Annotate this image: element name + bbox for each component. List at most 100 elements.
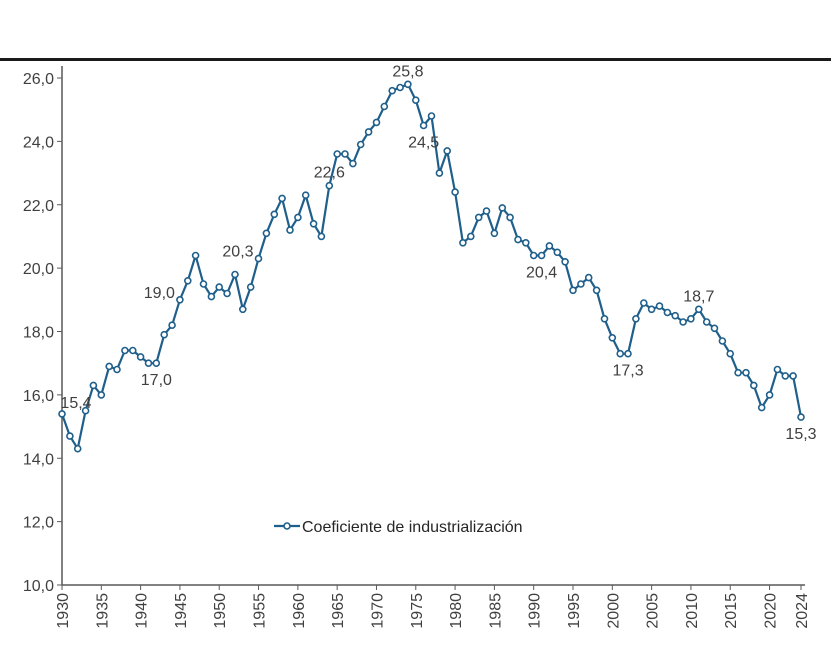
data-point xyxy=(592,286,601,295)
data-point xyxy=(584,273,593,282)
legend: Coeficiente de industrialización xyxy=(274,519,523,536)
x-tick-labels: 1930 1935 1940 1945 1950 1955 1960 1965 1970 1975… xyxy=(55,593,811,629)
x-tick-label: 1990 xyxy=(527,593,544,629)
x-tick-label: 1930 xyxy=(55,593,72,629)
x-tick-label: 1995 xyxy=(566,593,583,629)
data-point xyxy=(639,299,648,307)
data-point xyxy=(632,314,640,323)
data-point xyxy=(199,280,208,288)
data-point xyxy=(404,80,412,89)
data-point xyxy=(435,169,444,177)
data-label: 24,5 xyxy=(408,135,439,152)
data-point xyxy=(66,432,74,440)
data-point xyxy=(419,121,428,130)
y-tick-label: 24,0 xyxy=(23,134,54,151)
data-point xyxy=(482,207,491,215)
y-tick-label: 20,0 xyxy=(23,261,54,278)
data-point xyxy=(749,381,758,390)
x-tick-label: 1975 xyxy=(409,593,426,629)
data-point xyxy=(702,318,711,326)
data-point xyxy=(577,280,585,288)
data-point xyxy=(663,308,672,317)
top-rule xyxy=(0,58,831,61)
x-tick-label: 2010 xyxy=(684,593,701,629)
data-point xyxy=(797,413,805,421)
data-point xyxy=(223,289,231,298)
data-point xyxy=(349,159,357,168)
data-point xyxy=(757,403,766,412)
data-point xyxy=(286,226,294,234)
data-point xyxy=(215,283,223,291)
data-point xyxy=(356,140,365,149)
data-point xyxy=(121,346,129,355)
data-point xyxy=(160,330,168,339)
data-point xyxy=(191,251,200,260)
x-tick-label: 1940 xyxy=(134,593,151,629)
data-point xyxy=(545,242,554,250)
data-point xyxy=(278,194,286,203)
y-tick-label: 16,0 xyxy=(23,388,54,405)
data-point xyxy=(411,96,420,104)
data-label: 17,3 xyxy=(612,363,643,380)
data-point xyxy=(710,324,719,333)
y-tick-label: 12,0 xyxy=(23,515,54,532)
data-label: 18,7 xyxy=(683,288,714,305)
data-point xyxy=(168,321,176,330)
data-point xyxy=(184,276,192,285)
data-point xyxy=(726,349,735,358)
data-point xyxy=(474,213,483,222)
data-point xyxy=(781,372,790,380)
y-tick-label: 26,0 xyxy=(23,71,54,88)
y-tick-label: 18,0 xyxy=(23,325,54,342)
data-point xyxy=(309,220,318,228)
data-label: 20,4 xyxy=(526,264,557,281)
data-point xyxy=(427,112,436,120)
data-point xyxy=(262,229,271,238)
y-tick-label: 10,0 xyxy=(23,578,54,595)
x-tick-label: 2020 xyxy=(763,593,780,629)
data-point xyxy=(380,102,389,111)
data-point xyxy=(616,349,625,358)
data-point xyxy=(270,210,279,219)
data-point xyxy=(58,410,66,418)
data-point xyxy=(671,311,680,320)
data-point xyxy=(254,254,263,263)
data-point xyxy=(396,83,404,92)
data-point xyxy=(718,337,727,345)
data-point xyxy=(207,292,216,301)
x-tick-label: 1960 xyxy=(291,593,308,629)
data-point xyxy=(325,181,334,190)
data-point xyxy=(341,150,349,158)
data-point xyxy=(294,213,302,222)
data-point xyxy=(742,368,750,377)
data-point xyxy=(317,232,326,241)
data-point xyxy=(136,353,145,361)
data-point xyxy=(333,150,342,158)
data-point xyxy=(765,391,774,399)
data-point xyxy=(144,359,153,368)
data-point xyxy=(239,305,247,314)
data-point xyxy=(789,372,797,380)
data-point xyxy=(624,349,632,358)
x-tick-label: 1965 xyxy=(330,593,347,629)
x-tick-label: 2015 xyxy=(723,593,740,629)
data-point xyxy=(694,305,703,314)
data-point xyxy=(301,191,310,199)
chart-axes xyxy=(57,66,805,590)
data-point xyxy=(89,381,98,390)
data-label: 15,3 xyxy=(785,426,816,443)
data-point xyxy=(561,257,569,266)
data-point xyxy=(372,118,381,127)
data-point xyxy=(466,232,475,241)
data-point xyxy=(553,248,562,257)
data-labels: 15,4 17,0 19,0 20,3 22,6 25,8 24,5 20,4 17,3 18,7… xyxy=(60,63,816,443)
data-point xyxy=(97,391,106,399)
data-point xyxy=(506,213,514,222)
data-label: 25,8 xyxy=(392,63,423,80)
data-label: 20,3 xyxy=(222,244,253,261)
x-tick-label: 2005 xyxy=(645,593,662,629)
data-point xyxy=(81,406,90,415)
x-tick-label: 1955 xyxy=(252,593,269,629)
data-point xyxy=(608,333,617,342)
